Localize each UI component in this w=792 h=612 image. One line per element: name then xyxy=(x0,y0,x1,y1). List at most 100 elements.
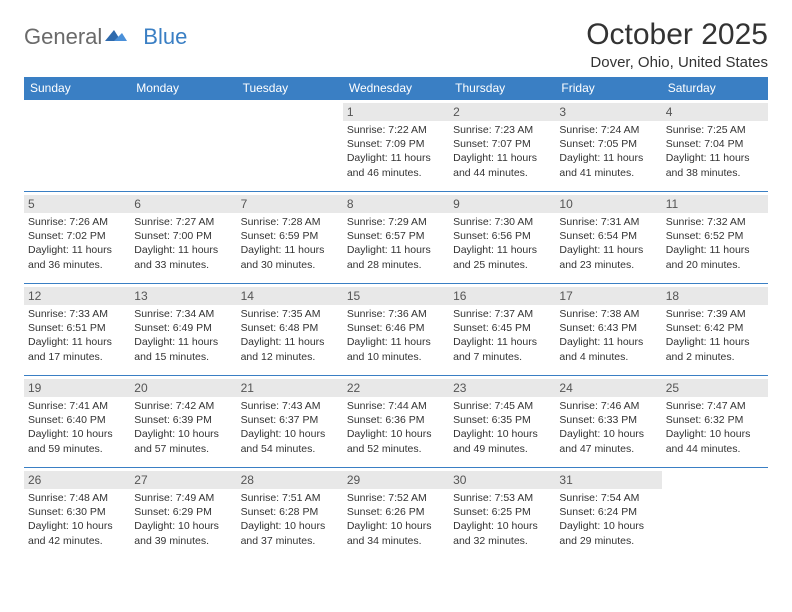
calendar-day-cell: 31 Sunrise: 7:54 AMSunset: 6:24 PMDayligh… xyxy=(555,468,661,560)
day-number: 8 xyxy=(343,195,449,213)
day-number: 22 xyxy=(343,379,449,397)
calendar-empty-cell xyxy=(24,100,130,192)
calendar-week-row: 1 Sunrise: 7:22 AMSunset: 7:09 PMDaylight… xyxy=(24,100,768,192)
day-info: Sunrise: 7:33 AMSunset: 6:51 PMDaylight:… xyxy=(28,307,126,364)
day-number: 1 xyxy=(343,103,449,121)
day-info: Sunrise: 7:22 AMSunset: 7:09 PMDaylight:… xyxy=(347,123,445,180)
day-info: Sunrise: 7:35 AMSunset: 6:48 PMDaylight:… xyxy=(241,307,339,364)
weekday-header: Monday xyxy=(130,77,236,100)
day-info: Sunrise: 7:44 AMSunset: 6:36 PMDaylight:… xyxy=(347,399,445,456)
day-info: Sunrise: 7:39 AMSunset: 6:42 PMDaylight:… xyxy=(666,307,764,364)
calendar-day-cell: 24 Sunrise: 7:46 AMSunset: 6:33 PMDayligh… xyxy=(555,376,661,468)
calendar-table: SundayMondayTuesdayWednesdayThursdayFrid… xyxy=(24,77,768,560)
calendar-day-cell: 25 Sunrise: 7:47 AMSunset: 6:32 PMDayligh… xyxy=(662,376,768,468)
day-info: Sunrise: 7:51 AMSunset: 6:28 PMDaylight:… xyxy=(241,491,339,548)
day-number: 30 xyxy=(449,471,555,489)
calendar-week-row: 5 Sunrise: 7:26 AMSunset: 7:02 PMDaylight… xyxy=(24,192,768,284)
day-info: Sunrise: 7:27 AMSunset: 7:00 PMDaylight:… xyxy=(134,215,232,272)
day-info: Sunrise: 7:37 AMSunset: 6:45 PMDaylight:… xyxy=(453,307,551,364)
day-info: Sunrise: 7:48 AMSunset: 6:30 PMDaylight:… xyxy=(28,491,126,548)
calendar-body: 1 Sunrise: 7:22 AMSunset: 7:09 PMDaylight… xyxy=(24,100,768,560)
day-number: 21 xyxy=(237,379,343,397)
logo-text-1: General xyxy=(24,24,102,50)
day-number: 17 xyxy=(555,287,661,305)
day-info: Sunrise: 7:54 AMSunset: 6:24 PMDaylight:… xyxy=(559,491,657,548)
calendar-day-cell: 30 Sunrise: 7:53 AMSunset: 6:25 PMDayligh… xyxy=(449,468,555,560)
weekday-header: Sunday xyxy=(24,77,130,100)
weekday-header: Wednesday xyxy=(343,77,449,100)
day-number: 24 xyxy=(555,379,661,397)
title-block: October 2025 Dover, Ohio, United States xyxy=(586,18,768,71)
logo: General Blue xyxy=(24,18,187,50)
calendar-day-cell: 19 Sunrise: 7:41 AMSunset: 6:40 PMDayligh… xyxy=(24,376,130,468)
day-number: 16 xyxy=(449,287,555,305)
weekday-header: Saturday xyxy=(662,77,768,100)
calendar-day-cell: 5 Sunrise: 7:26 AMSunset: 7:02 PMDaylight… xyxy=(24,192,130,284)
day-number: 27 xyxy=(130,471,236,489)
header: General Blue October 2025 Dover, Ohio, U… xyxy=(24,18,768,71)
day-info: Sunrise: 7:28 AMSunset: 6:59 PMDaylight:… xyxy=(241,215,339,272)
calendar-day-cell: 27 Sunrise: 7:49 AMSunset: 6:29 PMDayligh… xyxy=(130,468,236,560)
day-number: 5 xyxy=(24,195,130,213)
calendar-day-cell: 17 Sunrise: 7:38 AMSunset: 6:43 PMDayligh… xyxy=(555,284,661,376)
calendar-day-cell: 15Sunrise: 7:36 AMSunset: 6:46 PMDayligh… xyxy=(343,284,449,376)
calendar-empty-cell xyxy=(130,100,236,192)
day-number: 20 xyxy=(130,379,236,397)
logo-text-2: Blue xyxy=(143,24,187,50)
day-info: Sunrise: 7:23 AMSunset: 7:07 PMDaylight:… xyxy=(453,123,551,180)
calendar-day-cell: 9Sunrise: 7:30 AMSunset: 6:56 PMDaylight… xyxy=(449,192,555,284)
calendar-day-cell: 8Sunrise: 7:29 AMSunset: 6:57 PMDaylight… xyxy=(343,192,449,284)
day-number: 29 xyxy=(343,471,449,489)
weekday-header-row: SundayMondayTuesdayWednesdayThursdayFrid… xyxy=(24,77,768,100)
day-number: 7 xyxy=(237,195,343,213)
day-number: 26 xyxy=(24,471,130,489)
day-number: 12 xyxy=(24,287,130,305)
day-number: 14 xyxy=(237,287,343,305)
day-info: Sunrise: 7:47 AMSunset: 6:32 PMDaylight:… xyxy=(666,399,764,456)
day-number: 4 xyxy=(662,103,768,121)
calendar-day-cell: 21 Sunrise: 7:43 AMSunset: 6:37 PMDayligh… xyxy=(237,376,343,468)
day-info: Sunrise: 7:32 AMSunset: 6:52 PMDaylight:… xyxy=(666,215,764,272)
weekday-header: Friday xyxy=(555,77,661,100)
location-label: Dover, Ohio, United States xyxy=(586,54,768,71)
day-number: 31 xyxy=(555,471,661,489)
calendar-day-cell: 7 Sunrise: 7:28 AMSunset: 6:59 PMDaylight… xyxy=(237,192,343,284)
day-info: Sunrise: 7:49 AMSunset: 6:29 PMDaylight:… xyxy=(134,491,232,548)
day-number: 10 xyxy=(555,195,661,213)
day-number: 25 xyxy=(662,379,768,397)
day-info: Sunrise: 7:26 AMSunset: 7:02 PMDaylight:… xyxy=(28,215,126,272)
calendar-day-cell: 11 Sunrise: 7:32 AMSunset: 6:52 PMDayligh… xyxy=(662,192,768,284)
calendar-day-cell: 20 Sunrise: 7:42 AMSunset: 6:39 PMDayligh… xyxy=(130,376,236,468)
day-number: 23 xyxy=(449,379,555,397)
calendar-empty-cell xyxy=(662,468,768,560)
day-number: 15 xyxy=(343,287,449,305)
day-info: Sunrise: 7:38 AMSunset: 6:43 PMDaylight:… xyxy=(559,307,657,364)
day-info: Sunrise: 7:46 AMSunset: 6:33 PMDaylight:… xyxy=(559,399,657,456)
day-number: 18 xyxy=(662,287,768,305)
calendar-week-row: 12 Sunrise: 7:33 AMSunset: 6:51 PMDayligh… xyxy=(24,284,768,376)
day-info: Sunrise: 7:25 AMSunset: 7:04 PMDaylight:… xyxy=(666,123,764,180)
day-info: Sunrise: 7:43 AMSunset: 6:37 PMDaylight:… xyxy=(241,399,339,456)
day-info: Sunrise: 7:52 AMSunset: 6:26 PMDaylight:… xyxy=(347,491,445,548)
day-info: Sunrise: 7:53 AMSunset: 6:25 PMDaylight:… xyxy=(453,491,551,548)
calendar-day-cell: 26 Sunrise: 7:48 AMSunset: 6:30 PMDayligh… xyxy=(24,468,130,560)
day-info: Sunrise: 7:42 AMSunset: 6:39 PMDaylight:… xyxy=(134,399,232,456)
day-number: 9 xyxy=(449,195,555,213)
day-number: 19 xyxy=(24,379,130,397)
day-info: Sunrise: 7:45 AMSunset: 6:35 PMDaylight:… xyxy=(453,399,551,456)
calendar-day-cell: 23 Sunrise: 7:45 AMSunset: 6:35 PMDayligh… xyxy=(449,376,555,468)
calendar-day-cell: 1 Sunrise: 7:22 AMSunset: 7:09 PMDaylight… xyxy=(343,100,449,192)
day-number: 3 xyxy=(555,103,661,121)
calendar-empty-cell xyxy=(237,100,343,192)
page-title: October 2025 xyxy=(586,18,768,52)
logo-icon xyxy=(105,21,127,47)
day-info: Sunrise: 7:34 AMSunset: 6:49 PMDaylight:… xyxy=(134,307,232,364)
calendar-day-cell: 13Sunrise: 7:34 AMSunset: 6:49 PMDayligh… xyxy=(130,284,236,376)
calendar-day-cell: 12 Sunrise: 7:33 AMSunset: 6:51 PMDayligh… xyxy=(24,284,130,376)
day-number: 6 xyxy=(130,195,236,213)
day-info: Sunrise: 7:41 AMSunset: 6:40 PMDaylight:… xyxy=(28,399,126,456)
calendar-day-cell: 4 Sunrise: 7:25 AMSunset: 7:04 PMDaylight… xyxy=(662,100,768,192)
weekday-header: Thursday xyxy=(449,77,555,100)
calendar-day-cell: 22 Sunrise: 7:44 AMSunset: 6:36 PMDayligh… xyxy=(343,376,449,468)
day-number: 11 xyxy=(662,195,768,213)
